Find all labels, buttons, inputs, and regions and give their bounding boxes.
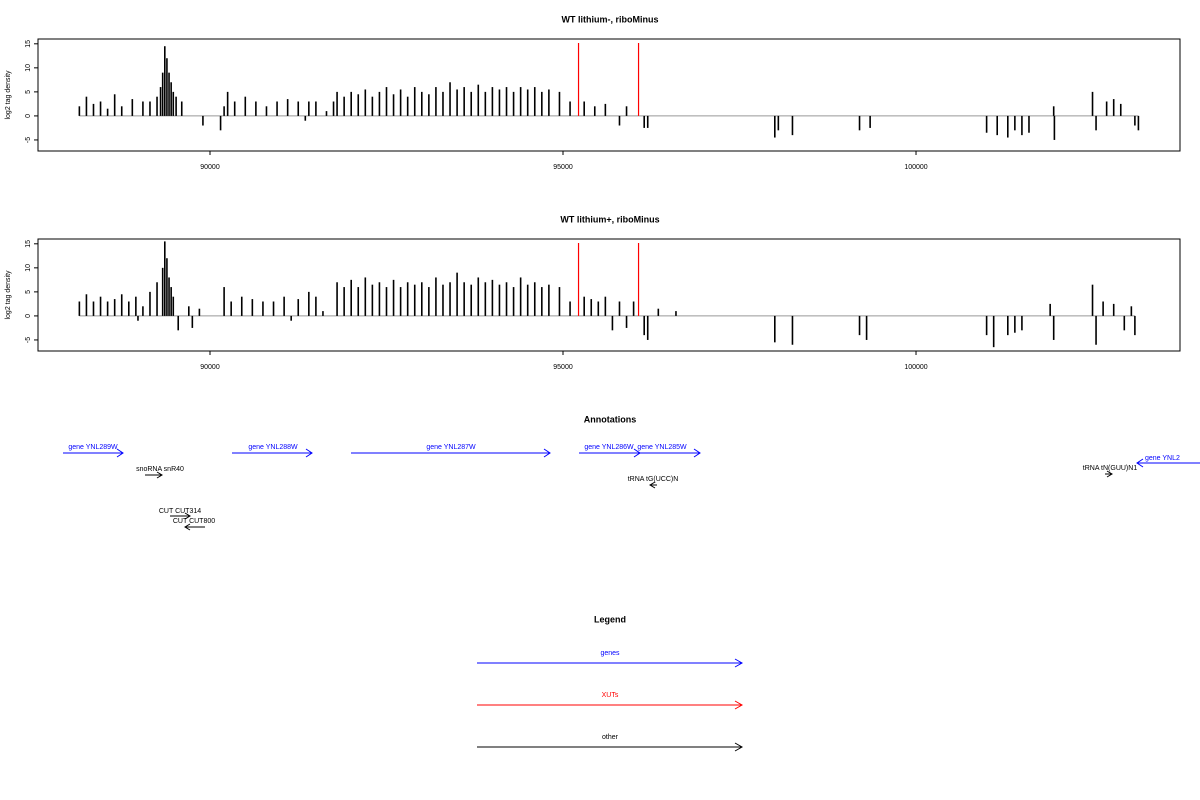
x-tick-label: 100000 — [904, 164, 927, 171]
arrow — [232, 448, 313, 458]
y-tick-label: 5 — [25, 290, 32, 294]
chart-title: WT lithium-, riboMinus — [562, 14, 659, 24]
arrow — [649, 481, 657, 489]
annotation-label: CUT CUT314 — [159, 508, 201, 515]
annotation-label: gene YNL286W — [584, 444, 634, 451]
y-axis-label: log2 tag density — [5, 270, 12, 320]
legend-label: other — [602, 734, 619, 741]
y-tick-label: 10 — [25, 64, 32, 72]
x-tick-label: 95000 — [553, 164, 573, 171]
y-tick-label: 0 — [25, 314, 32, 318]
annotation-label: gene YNL289W — [68, 444, 118, 451]
annotation-label: gene YNL288W — [248, 444, 298, 451]
annotations-title: Annotations — [584, 414, 637, 424]
y-axis-label: log2 tag density — [5, 70, 12, 120]
arrow — [637, 448, 701, 458]
legend: Legend genes XUTs other — [477, 614, 744, 752]
annotation-label: tRNA tN(GUU)N1 — [1083, 465, 1138, 472]
y-tick-label: 5 — [25, 90, 32, 94]
annotation-label: gene YNL287W — [426, 444, 476, 451]
annotation-label: CUT CUT800 — [173, 518, 215, 525]
y-tick-label: 10 — [25, 264, 32, 272]
legend-arrow — [477, 742, 744, 752]
arrow — [1136, 458, 1200, 468]
y-tick-label: 15 — [25, 40, 32, 48]
other-arrows — [145, 470, 1113, 531]
x-tick-label: 100000 — [904, 364, 927, 371]
legend-label: XUTs — [602, 692, 619, 699]
arrow — [145, 471, 163, 479]
arrow — [351, 448, 551, 458]
chart: WT lithium-, riboMinus log2 tag density -5… — [5, 14, 1181, 171]
legend-arrow — [477, 658, 744, 668]
arrow — [184, 523, 205, 531]
annotations: Annotations gene YNL289W snoRNA snR40 ge… — [63, 414, 1200, 531]
annotation-label: gene YNL2 — [1145, 455, 1180, 462]
x-tick-label: 90000 — [200, 364, 220, 371]
annotation-label: gene YNL285W — [637, 444, 687, 451]
y-tick-label: 15 — [25, 240, 32, 248]
x-tick-label: 95000 — [553, 364, 573, 371]
annotation-label: tRNA tG(UCC)N — [628, 476, 679, 483]
arrow — [170, 512, 191, 520]
arrow — [1105, 470, 1113, 478]
chart: WT lithium+, riboMinus log2 tag density -5… — [5, 214, 1181, 371]
y-tick-label: -5 — [25, 337, 32, 343]
legend-title: Legend — [594, 614, 626, 624]
arrow — [63, 448, 124, 458]
x-tick-label: 90000 — [200, 164, 220, 171]
y-tick-label: 0 — [25, 114, 32, 118]
chart-title: WT lithium+, riboMinus — [560, 214, 659, 224]
legend-arrow — [477, 700, 744, 710]
legend-label: genes — [600, 650, 620, 657]
gene-arrows — [63, 448, 1200, 468]
plot-frame — [37, 238, 1181, 352]
y-tick-label: -5 — [25, 137, 32, 143]
plot-frame — [37, 38, 1181, 152]
annotation-label: snoRNA snR40 — [136, 466, 184, 473]
